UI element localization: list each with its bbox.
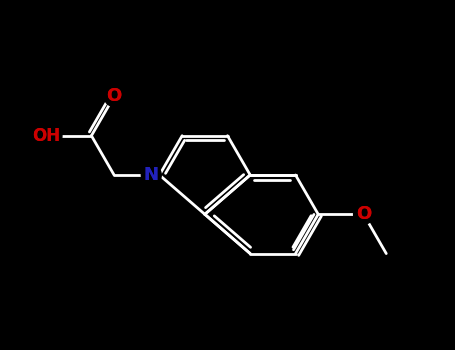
Circle shape <box>142 165 161 185</box>
Text: O: O <box>106 88 122 105</box>
Text: OH: OH <box>32 127 60 145</box>
Text: N: N <box>144 166 159 184</box>
Circle shape <box>104 86 124 106</box>
Circle shape <box>354 204 374 224</box>
Text: O: O <box>106 88 122 105</box>
Text: OH: OH <box>32 127 60 145</box>
Text: O: O <box>356 205 371 223</box>
Text: N: N <box>144 166 159 184</box>
Circle shape <box>30 120 62 152</box>
Text: O: O <box>356 205 371 223</box>
